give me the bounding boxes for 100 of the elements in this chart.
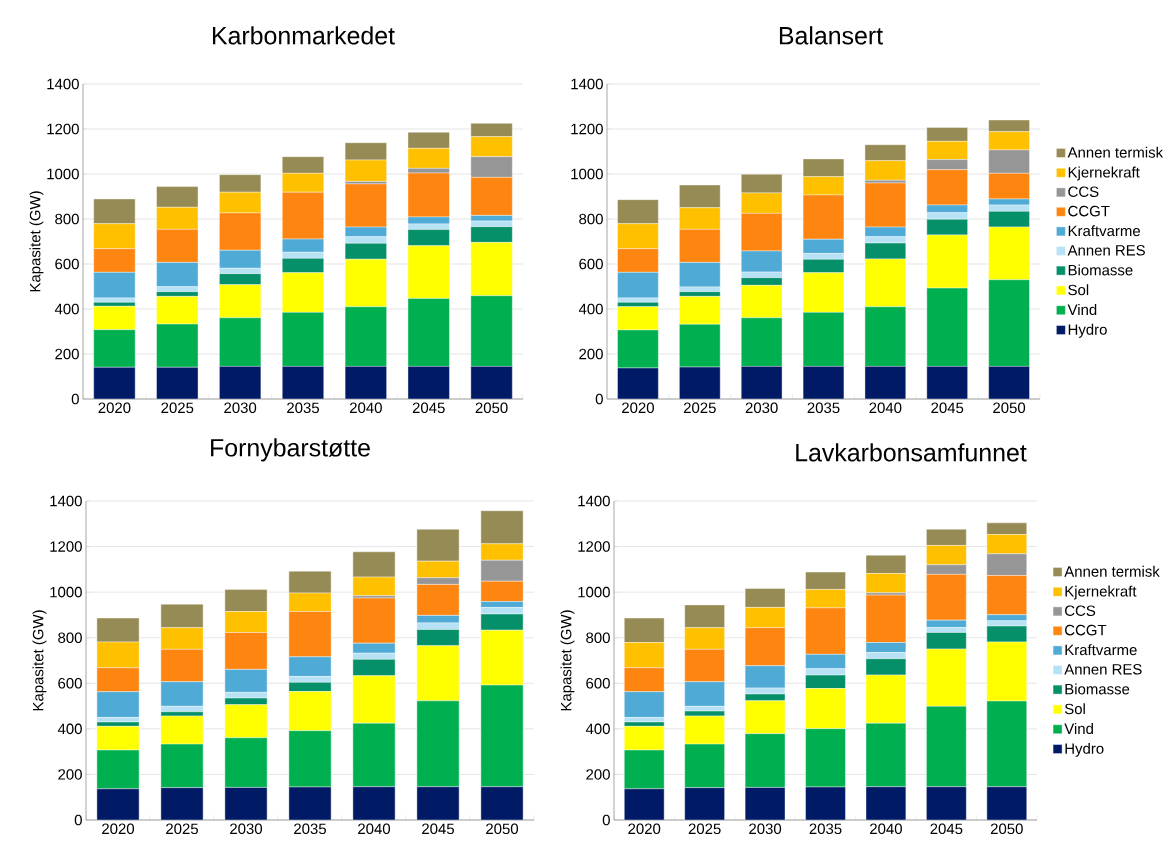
legend-label: Hydro xyxy=(1065,742,1104,757)
legend-label: Kjernekraft xyxy=(1068,166,1140,181)
y-tick-label: 1200 xyxy=(578,541,610,552)
y-axis-title: Kapasitet (GW) xyxy=(560,610,575,711)
x-tick-label: 2050 xyxy=(486,823,519,835)
y-tick-label: 1400 xyxy=(47,78,79,90)
x-tick-label: 2050 xyxy=(475,402,508,414)
x-tick-label: 2045 xyxy=(930,823,963,835)
legend-label: Annen RES xyxy=(1067,245,1145,256)
y-tick-label: 1200 xyxy=(47,123,79,135)
legend-label: Kraftvarme xyxy=(1068,225,1140,237)
chart-title: Lavkarbonsamfunnet xyxy=(796,443,1027,462)
y-tick-label: 1400 xyxy=(50,495,82,507)
y-tick-label: 400 xyxy=(585,723,610,735)
x-tick-label: 2040 xyxy=(869,402,902,414)
x-tick-label: 2025 xyxy=(688,823,721,835)
y-tick-label: 0 xyxy=(71,393,79,405)
y-tick-label: 800 xyxy=(586,632,610,643)
x-tick-label: 2025 xyxy=(166,823,198,835)
legend-label: CCGT xyxy=(1065,624,1107,636)
legend-label: Annen RES xyxy=(1064,664,1142,675)
bar xyxy=(805,786,846,820)
y-tick-label: 1400 xyxy=(578,495,610,507)
y-tick-label: 600 xyxy=(55,258,79,270)
legend-label: CCS xyxy=(1068,186,1099,197)
legend-label: Biomasse xyxy=(1065,683,1130,695)
y-tick-label: 800 xyxy=(58,632,82,643)
bar xyxy=(865,786,907,820)
y-tick-label: 1000 xyxy=(578,586,610,598)
bar xyxy=(416,786,460,820)
legend-label: Kraftvarme xyxy=(1065,644,1137,656)
x-tick-label: 2020 xyxy=(102,823,135,835)
legend-label: CCS xyxy=(1065,605,1096,616)
y-tick-label: 1200 xyxy=(50,541,82,552)
x-tick-label: 2035 xyxy=(294,823,326,835)
y-tick-label: 1000 xyxy=(571,168,603,180)
x-tick-label: 2030 xyxy=(230,823,263,835)
legend-label: Hydro xyxy=(1068,323,1107,338)
legend-label: Annen termisk xyxy=(1064,565,1160,577)
y-tick-label: 0 xyxy=(602,814,610,826)
legend-label: Sol xyxy=(1068,284,1089,296)
legend-label: Vind xyxy=(1064,723,1093,735)
x-tick-label: 2040 xyxy=(358,823,391,835)
y-tick-label: 800 xyxy=(55,213,79,225)
x-tick-label: 2035 xyxy=(809,823,842,835)
x-tick-label: 2040 xyxy=(870,823,902,835)
bar xyxy=(160,787,204,820)
chart-title: Karbonmarkedet xyxy=(212,26,395,45)
x-tick-label: 2045 xyxy=(931,402,964,414)
bar xyxy=(684,787,725,820)
y-tick-label: 1000 xyxy=(50,586,82,598)
y-tick-label: 1000 xyxy=(47,168,79,180)
x-tick-label: 2040 xyxy=(349,402,382,414)
y-tick-label: 600 xyxy=(586,677,610,689)
x-tick-label: 2030 xyxy=(749,823,782,835)
legend-label: CCGT xyxy=(1068,205,1110,217)
bar xyxy=(352,786,396,820)
x-tick-label: 2045 xyxy=(412,402,445,414)
x-tick-label: 2050 xyxy=(993,402,1026,414)
x-tick-label: 2035 xyxy=(287,402,319,414)
y-tick-label: 200 xyxy=(579,348,603,360)
y-tick-label: 400 xyxy=(54,303,79,315)
y-tick-label: 400 xyxy=(57,723,82,735)
legend-label: Vind xyxy=(1067,304,1097,316)
x-tick-label: 2045 xyxy=(422,823,454,835)
y-tick-label: 1200 xyxy=(571,123,603,135)
y-tick-label: 400 xyxy=(578,303,603,315)
y-tick-label: 200 xyxy=(55,348,79,360)
legend-label: Kjernekraft xyxy=(1065,585,1137,600)
x-tick-label: 2030 xyxy=(745,402,778,414)
bar xyxy=(986,786,1027,820)
y-tick-label: 0 xyxy=(595,393,603,405)
bar xyxy=(96,788,140,820)
x-tick-label: 2025 xyxy=(683,402,716,414)
bar xyxy=(224,787,268,820)
y-tick-label: 0 xyxy=(74,814,82,826)
chart-title: Balansert xyxy=(779,26,883,45)
x-tick-label: 2050 xyxy=(990,823,1023,835)
x-tick-label: 2020 xyxy=(622,402,654,414)
x-tick-label: 2030 xyxy=(224,402,257,414)
x-tick-label: 2020 xyxy=(628,823,661,835)
y-axis-title: Kapasitet (GW) xyxy=(29,191,44,292)
legend-label: Sol xyxy=(1064,703,1085,715)
x-tick-label: 2020 xyxy=(98,402,131,414)
y-axis-title: Kapasitet (GW) xyxy=(32,610,47,711)
bar xyxy=(624,788,665,820)
x-tick-label: 2035 xyxy=(807,402,840,414)
y-tick-label: 200 xyxy=(586,769,610,780)
y-tick-label: 600 xyxy=(58,677,82,689)
bar xyxy=(926,786,967,820)
legend-label: Annen termisk xyxy=(1067,146,1164,158)
bar xyxy=(480,786,524,820)
legend-label: Biomasse xyxy=(1068,264,1133,276)
bar xyxy=(744,787,786,820)
x-tick-label: 2025 xyxy=(161,402,194,414)
chart-title: Fornybarstøtte xyxy=(211,438,370,462)
y-tick-label: 600 xyxy=(579,258,603,270)
y-tick-label: 1400 xyxy=(571,78,603,90)
y-tick-label: 800 xyxy=(579,213,603,225)
y-tick-label: 200 xyxy=(58,769,82,780)
